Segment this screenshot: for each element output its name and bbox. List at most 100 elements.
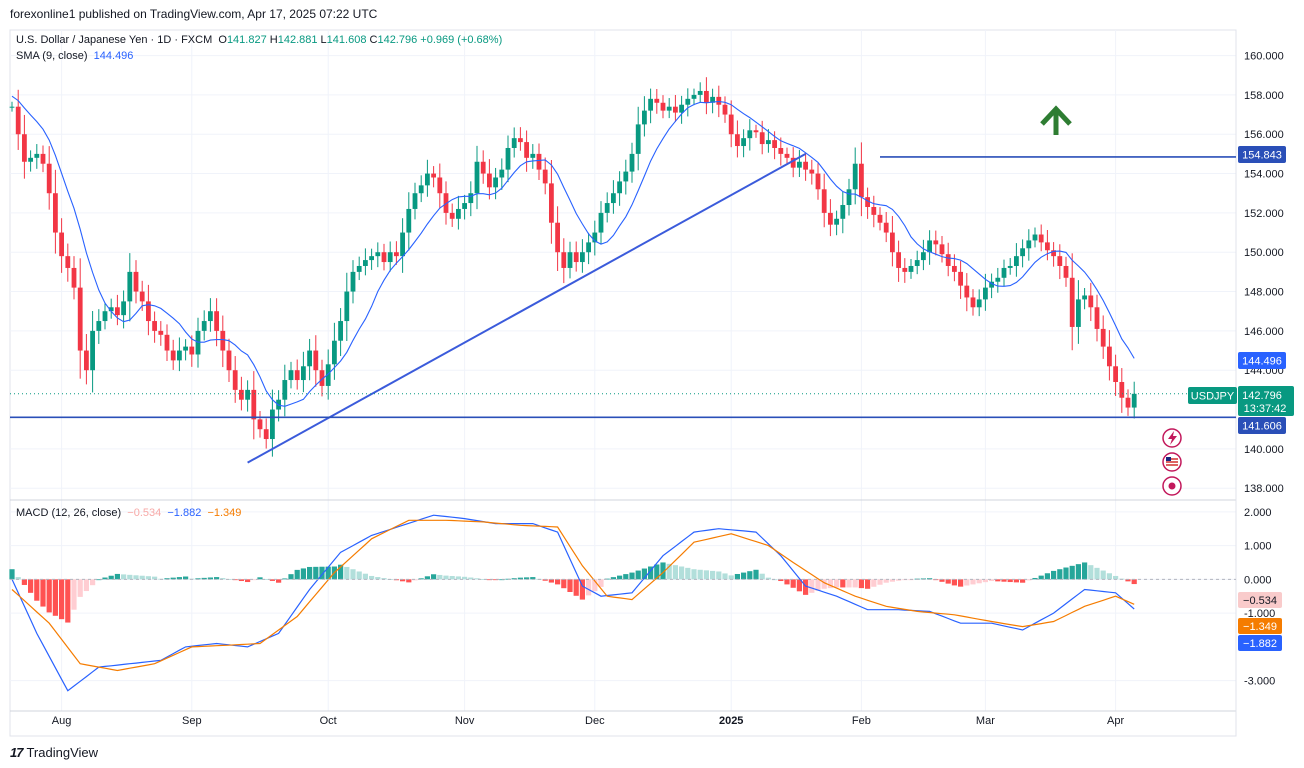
close-label: C <box>369 34 378 46</box>
histogram-bar <box>790 579 796 588</box>
candle-body <box>660 102 666 111</box>
candle-body <box>34 153 40 158</box>
candle-body <box>834 218 839 225</box>
change-value: +0.969 (+0.68%) <box>420 34 503 46</box>
candle-body <box>214 311 219 331</box>
candle-body <box>1014 256 1019 266</box>
histogram-bar <box>437 574 443 580</box>
histogram-bar <box>319 566 325 580</box>
candle-body <box>679 104 684 113</box>
histogram-bar <box>214 577 220 580</box>
histogram-bar <box>542 579 548 581</box>
histogram-bar <box>976 579 982 584</box>
candle-body <box>1076 299 1081 327</box>
histogram-bar <box>809 579 815 593</box>
candle-body <box>642 110 647 125</box>
histogram-bar <box>369 575 375 580</box>
price-tick-label: 154.000 <box>1244 169 1284 181</box>
symbol-label: U.S. Dollar / Japanese Yen · 1D · FXCM <box>16 34 213 46</box>
histogram-bar <box>90 579 96 586</box>
histogram-bar <box>28 579 34 593</box>
candle-body <box>735 134 740 147</box>
histogram-bar <box>139 575 145 580</box>
tradingview-brand: TradingView <box>26 745 99 760</box>
histogram-bar <box>821 579 827 589</box>
candle-body <box>530 153 536 158</box>
sma-legend: SMA (9, close) 144.496 <box>16 50 133 62</box>
histogram-bar <box>294 569 300 580</box>
histogram-bar <box>276 579 282 583</box>
candle-body <box>437 177 443 194</box>
histogram-bar <box>183 576 189 580</box>
candle-body <box>598 212 604 233</box>
histogram-bar <box>871 579 877 587</box>
histogram-bar <box>1020 579 1026 583</box>
histogram-bar <box>1001 579 1007 582</box>
candle-body <box>933 240 939 245</box>
candle-body <box>425 173 430 186</box>
histogram-bar <box>604 578 610 580</box>
open-label: O <box>218 34 227 46</box>
histogram-bar <box>865 579 871 589</box>
histogram-bar <box>1007 579 1013 583</box>
histogram-bar <box>152 576 158 580</box>
histogram-bar <box>691 569 697 580</box>
lightning-icon <box>1162 428 1182 448</box>
histogram-bar <box>418 578 424 580</box>
publish-info: forexonline1 published on TradingView.co… <box>10 7 378 21</box>
badge-level-high-text: 154.843 <box>1242 150 1282 162</box>
candle-body <box>1063 265 1069 278</box>
candle-body <box>239 389 244 400</box>
candle-body <box>958 271 963 286</box>
candle-body <box>313 350 319 371</box>
candle-body <box>363 260 368 266</box>
event-icons[interactable] <box>1162 428 1182 496</box>
candle-body <box>375 252 381 257</box>
candle-body <box>115 307 120 316</box>
macd-signal-line <box>11 519 1135 672</box>
macd-tick-label: -1.000 <box>1244 608 1275 620</box>
candle-body <box>77 287 83 351</box>
close-value: 142.796 <box>377 34 418 46</box>
histogram-bar <box>573 579 579 596</box>
candle-body <box>635 124 641 154</box>
candle-body <box>387 252 393 263</box>
candle-body <box>883 222 889 233</box>
histogram-bar <box>114 573 120 580</box>
candle-body <box>257 419 263 430</box>
candle-body <box>945 254 951 266</box>
histogram-bar <box>883 579 889 583</box>
histogram-bar <box>759 573 765 580</box>
histogram-bar <box>325 566 331 580</box>
histogram-bar <box>1088 565 1094 580</box>
time-tick-label: Nov <box>455 715 475 727</box>
candle-body <box>139 291 145 302</box>
histogram-bar <box>765 577 771 580</box>
histogram-bar <box>1057 569 1063 580</box>
histogram-bar <box>728 575 734 580</box>
histogram-bar <box>1026 579 1032 581</box>
candle-body <box>995 277 1001 282</box>
histogram-bar <box>15 577 21 580</box>
histogram-bar <box>1063 567 1069 580</box>
histogram-bar <box>741 572 747 580</box>
histogram-bar <box>375 577 381 580</box>
price-tick-label: 156.000 <box>1244 129 1284 141</box>
candle-body <box>1020 248 1025 257</box>
tradingview-footer[interactable]: 17 TradingView <box>0 738 1304 768</box>
histogram-bar <box>567 579 573 592</box>
candle-body <box>394 252 399 257</box>
histogram-bar <box>784 579 790 585</box>
chart-canvas[interactable]: 160.000 158.000 156.000 154.000 152.000 150.0… <box>0 0 1304 738</box>
candle-body <box>524 142 529 158</box>
histogram-bar <box>995 579 1001 582</box>
candle-body <box>332 340 337 365</box>
candle-body <box>983 287 988 300</box>
candle-body <box>65 256 71 268</box>
histogram-bar <box>598 579 604 587</box>
candle-body <box>40 153 46 164</box>
histogram-bar <box>685 567 691 580</box>
histogram-bar <box>679 566 685 580</box>
histogram-bar <box>1051 570 1057 580</box>
candle-body <box>1125 397 1131 408</box>
